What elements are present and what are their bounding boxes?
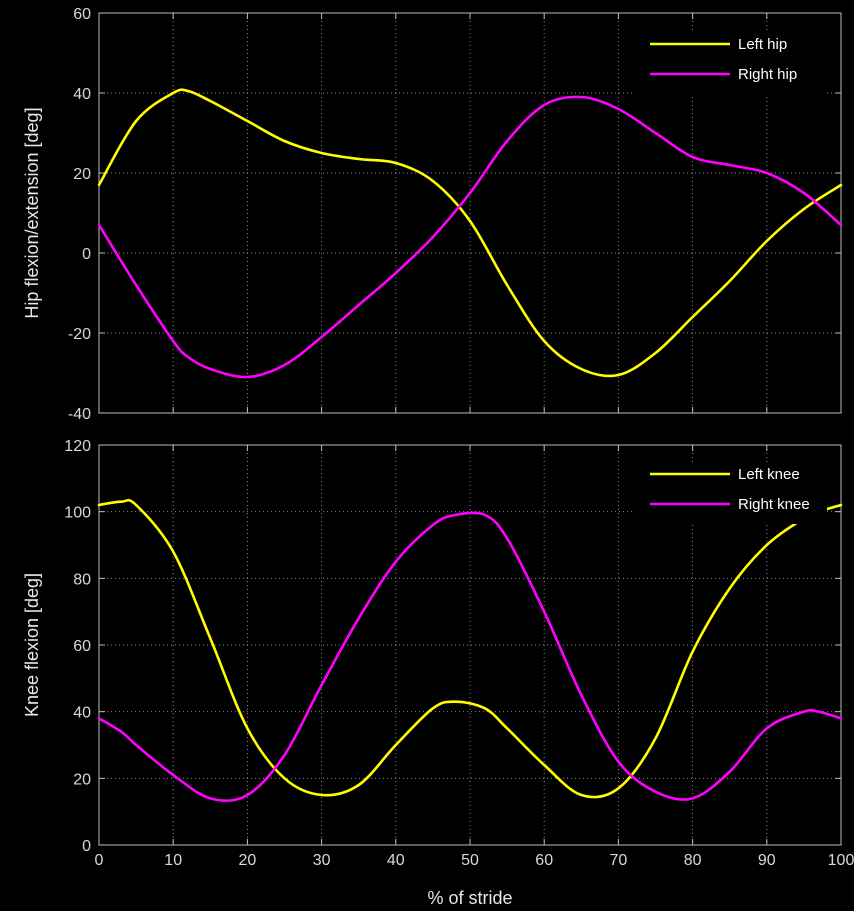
y-tick-label: 60: [73, 638, 91, 655]
series-line-right-hip: [97, 95, 843, 379]
x-tick-label: 80: [684, 852, 702, 869]
y-tick-label: 40: [73, 705, 91, 722]
x-tick-label: 20: [239, 852, 257, 869]
y-axis-label: Hip flexion/extension [deg]: [22, 107, 42, 318]
x-tick-label: 30: [313, 852, 331, 869]
y-axis-label: Knee flexion [deg]: [22, 573, 42, 717]
series-line-left-knee: [97, 498, 843, 799]
x-axis-label: % of stride: [427, 888, 512, 908]
x-tick-label: 90: [758, 852, 776, 869]
y-tick-label: 0: [82, 838, 91, 855]
legend-box: [632, 462, 827, 524]
y-tick-label: 40: [73, 86, 91, 103]
y-tick-label: 60: [73, 6, 91, 23]
series-line-right-knee: [97, 511, 843, 802]
series-line-left-hip: [97, 88, 843, 378]
legend-label: Left hip: [738, 36, 787, 53]
x-tick-label: 70: [610, 852, 628, 869]
y-tick-label: 100: [64, 505, 91, 522]
x-tick-label: 60: [535, 852, 553, 869]
x-tick-label: 0: [95, 852, 104, 869]
legend-label: Right knee: [738, 496, 810, 513]
x-tick-label: 10: [164, 852, 182, 869]
y-tick-label: 20: [73, 166, 91, 183]
legend-box: [632, 32, 827, 94]
x-tick-label: 100: [828, 852, 854, 869]
y-tick-label: 0: [82, 246, 91, 263]
legend-label: Right hip: [738, 66, 797, 83]
plots: -40 -20 0 20 40 60 Hip flexion/extension [deg]…: [22, 6, 854, 908]
y-tick-label: -40: [68, 406, 91, 423]
chart-panel-1: -40 -20 0 20 40 60 Hip flexion/extension [deg]…: [22, 6, 843, 423]
y-tick-label: 80: [73, 571, 91, 588]
chart-panel-2: 0 10 20 30 40 50 60 70 80 90 100 0 20 40 60 80 100 120 Kne…: [22, 438, 854, 908]
x-tick-label: 40: [387, 852, 405, 869]
y-tick-label: -20: [68, 326, 91, 343]
legend-label: Left knee: [738, 466, 800, 483]
y-tick-label: 120: [64, 438, 91, 455]
y-tick-label: 20: [73, 771, 91, 788]
x-tick-label: 50: [461, 852, 479, 869]
